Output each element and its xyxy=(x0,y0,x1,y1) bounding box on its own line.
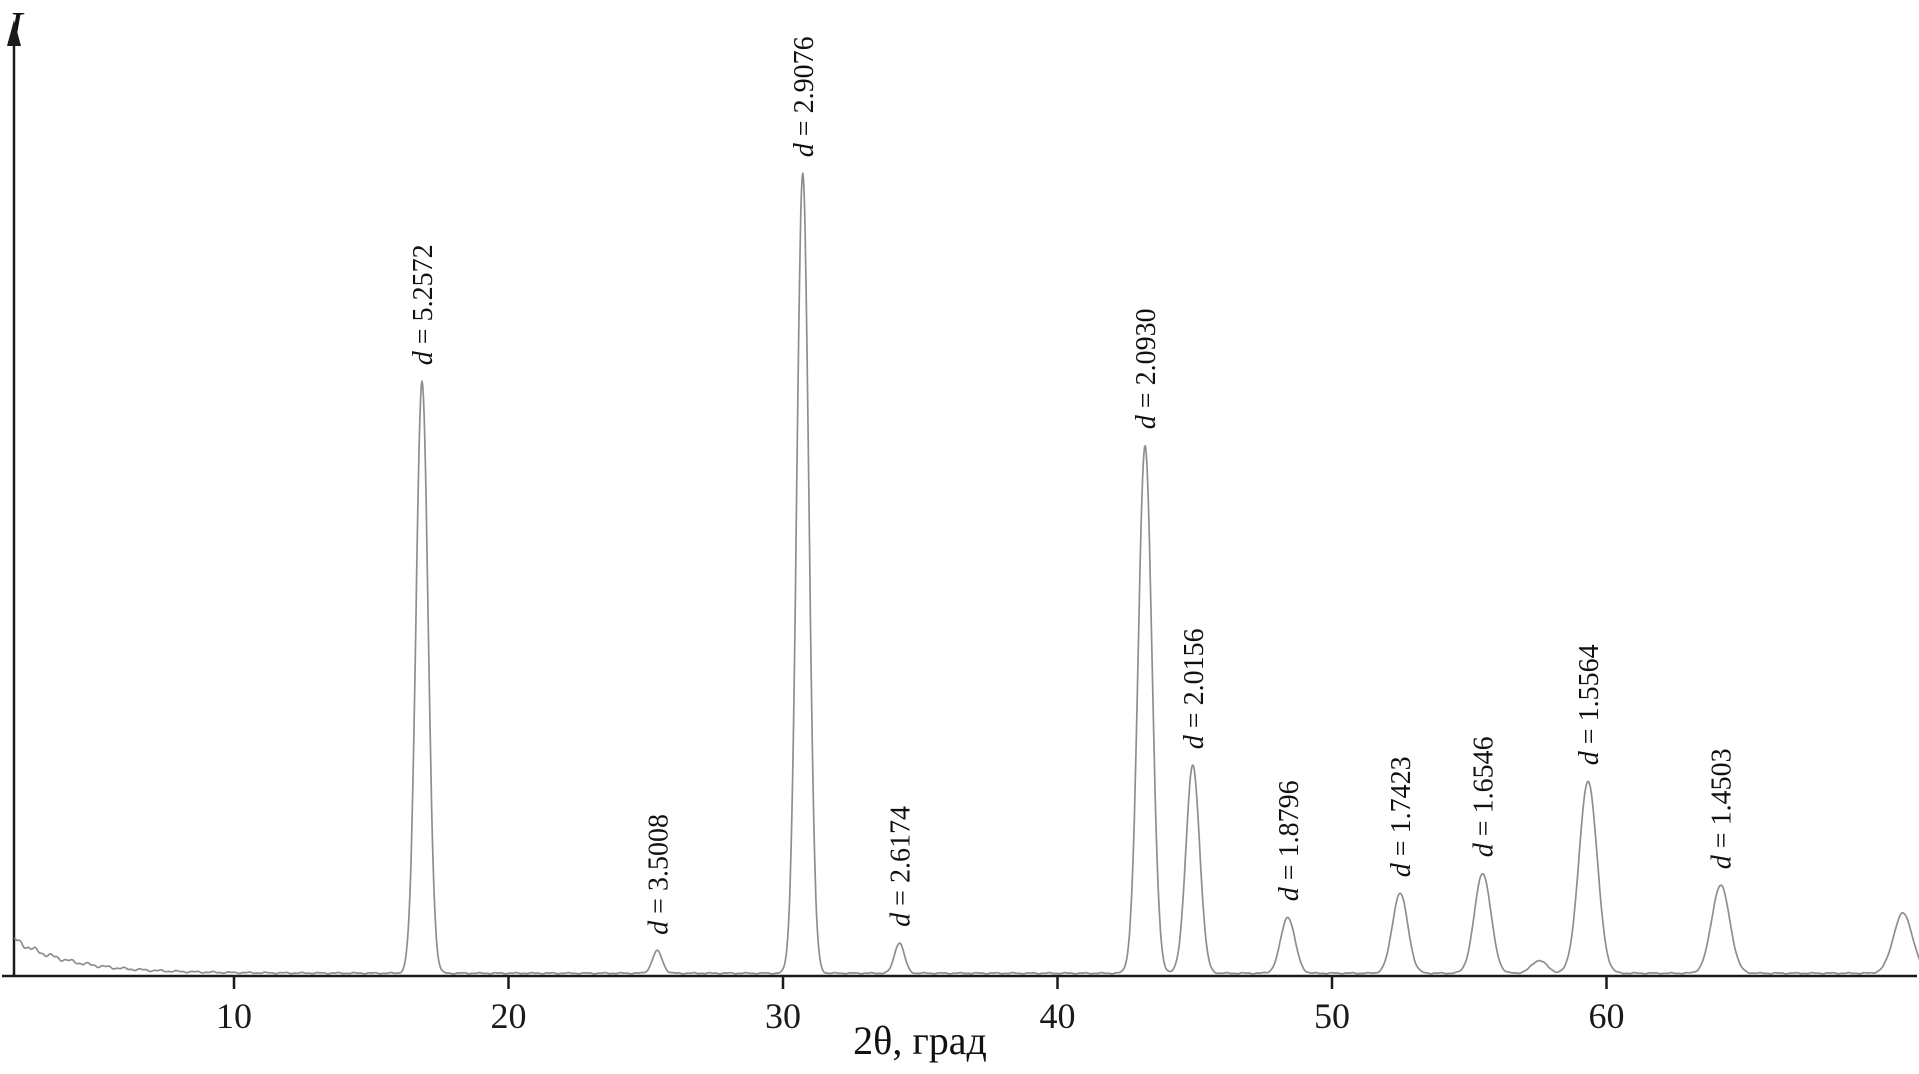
peak-d-label: d = 2.0930 xyxy=(1131,308,1162,429)
peak-d-label: d = 2.0156 xyxy=(1179,628,1210,749)
peak-d-label: d = 1.4503 xyxy=(1707,748,1738,869)
peak-d-label: d = 2.9076 xyxy=(789,36,820,157)
x-tick-label: 50 xyxy=(1314,996,1350,1036)
x-tick-label: 60 xyxy=(1589,996,1625,1036)
x-tick-label: 20 xyxy=(491,996,527,1036)
y-axis-arrowhead xyxy=(7,20,21,46)
peak-d-label: d = 1.8796 xyxy=(1274,780,1305,901)
peak-d-label: d = 5.2572 xyxy=(408,244,439,365)
x-tick-label: 40 xyxy=(1040,996,1076,1036)
peak-d-label: d = 3.5008 xyxy=(643,814,674,935)
peak-d-label: d = 2.6174 xyxy=(885,806,916,927)
peak-d-label: d = 1.7423 xyxy=(1386,756,1417,877)
x-axis-title: 2θ, град xyxy=(853,1018,987,1063)
x-tick-label: 10 xyxy=(216,996,252,1036)
peak-d-label: d = 1.5564 xyxy=(1574,644,1605,765)
peak-d-label: d = 1.6546 xyxy=(1469,736,1500,857)
x-tick-label: 30 xyxy=(765,996,801,1036)
xrd-trace xyxy=(13,172,1919,975)
